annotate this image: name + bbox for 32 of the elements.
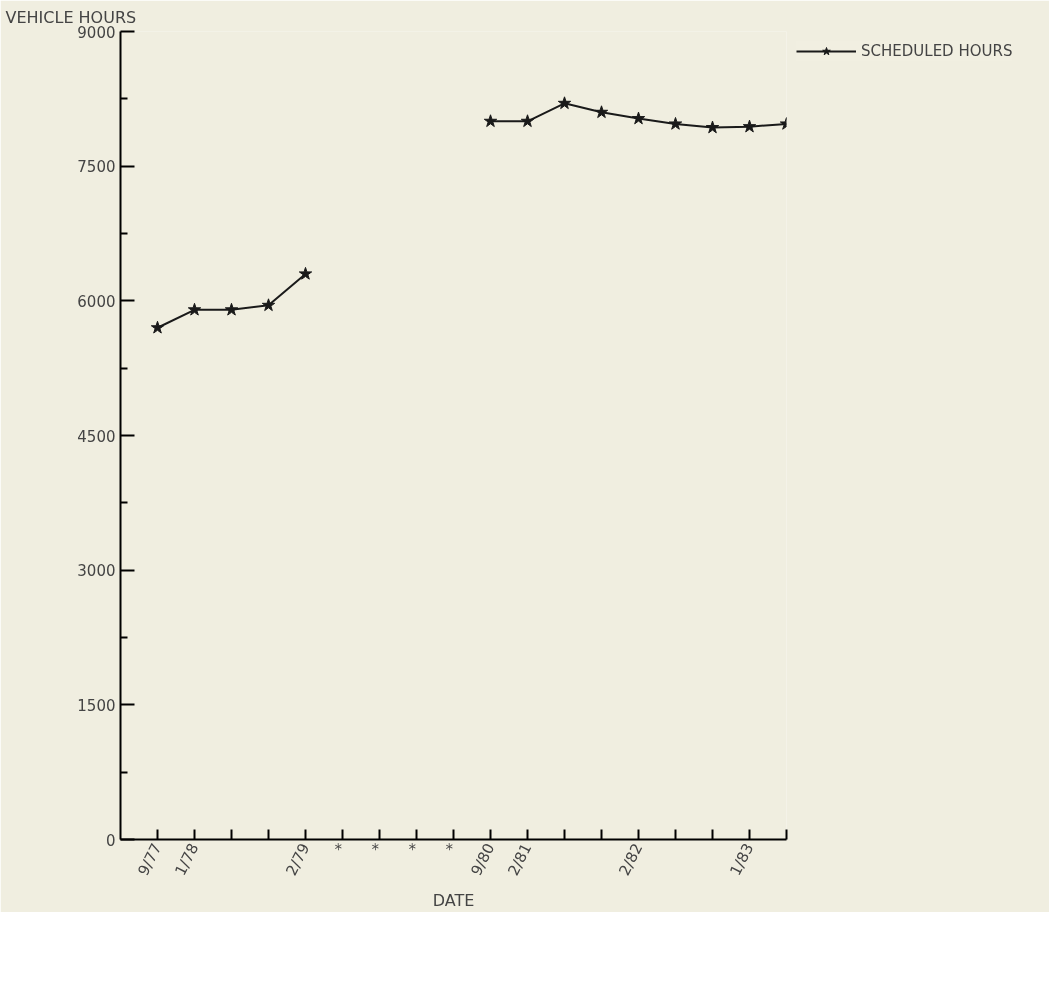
x-tick-label: 9/80 [467,840,499,879]
point [668,116,683,130]
x-tick-label: 2/81 [504,840,536,879]
point [631,111,646,125]
x-tick-label: 2/82 [615,840,647,879]
y-tick-label: 6000 [77,292,116,311]
x-axis-title: DATE [432,890,475,910]
point [557,96,572,110]
x-tick-label: * [368,839,388,856]
point [261,298,276,312]
x-tick-label: 1/83 [726,840,758,879]
x-tick-label: 2/79 [282,840,314,879]
point [594,105,609,119]
x-tick-label: 1/78 [171,840,203,879]
legend-label: SCHEDULED HOURS [861,42,1013,60]
y-tick-label: 4500 [77,427,116,446]
point [705,120,720,134]
point [187,302,202,316]
y-tick-label: 0 [105,831,116,850]
x-tick-label: 9/77 [134,840,166,879]
point [224,302,239,316]
point [483,114,498,128]
y-tick-label: 7500 [77,158,116,177]
x-tick-label: * [405,839,425,856]
point [520,114,535,128]
y-tick-label: 3000 [77,562,116,581]
point [742,119,757,133]
point [298,266,313,280]
x-tick-label: * [331,839,351,856]
y-tick-label: 1500 [77,696,116,715]
point [150,320,165,334]
x-tick-label: * [442,839,462,856]
